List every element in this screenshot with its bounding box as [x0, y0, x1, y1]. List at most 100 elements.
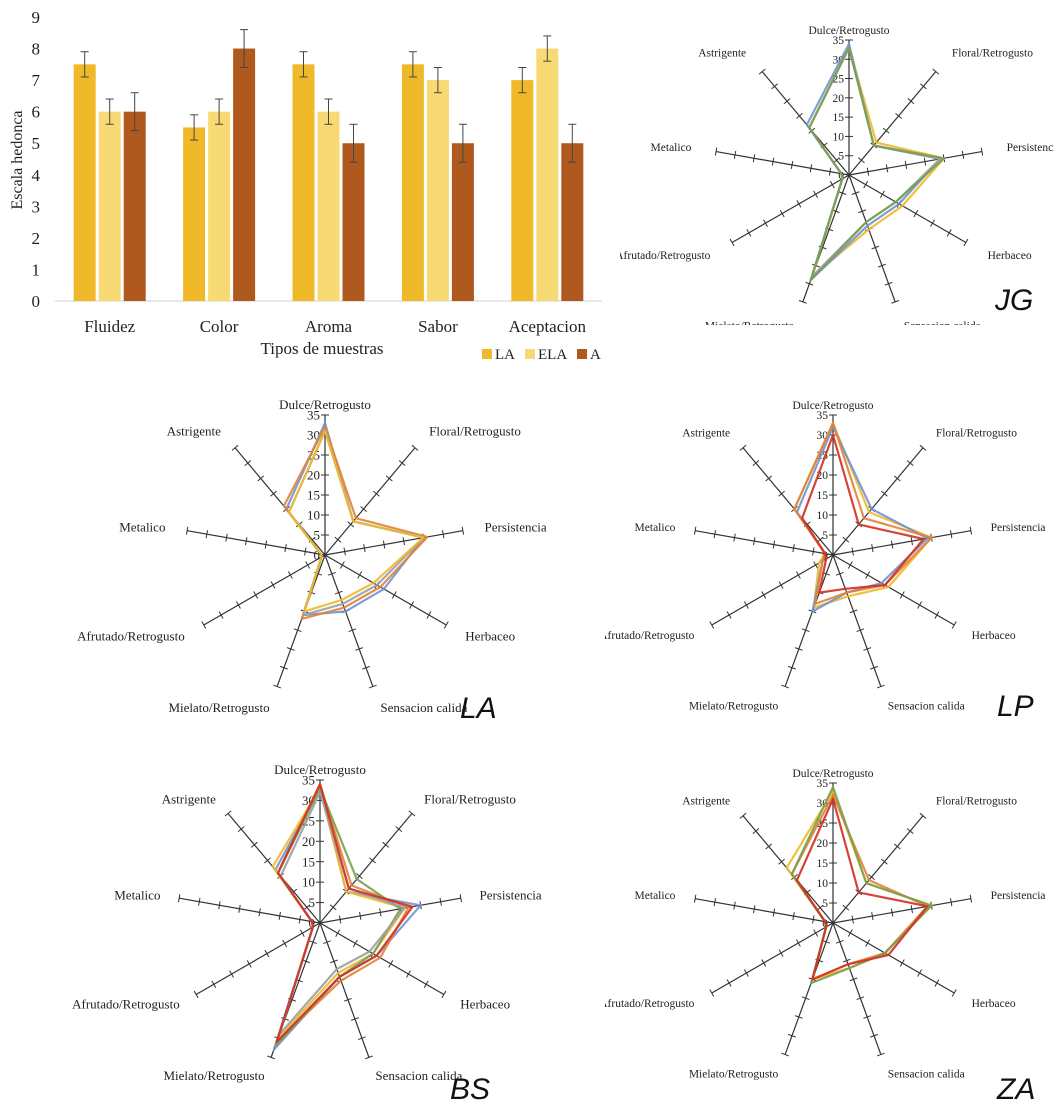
radar-tick [812, 915, 815, 924]
radar-tick [871, 544, 874, 553]
radar-tick [934, 611, 940, 619]
radar-tick [309, 940, 317, 945]
radar-axis-label: Mielato/Retrogusto [163, 1068, 264, 1083]
legend-swatch-la [482, 349, 492, 359]
radar-tick [910, 905, 913, 914]
radar-tick [280, 665, 288, 670]
radar-tick [743, 601, 749, 609]
radar-axis-label: Dulce/Retrogusto [279, 397, 371, 412]
y-tick-label: 6 [32, 103, 41, 122]
radar-tick [951, 621, 957, 629]
radar-axis [832, 815, 924, 924]
radar-tick [273, 684, 282, 689]
radar-axis [802, 174, 850, 303]
radar-tick [369, 857, 376, 864]
radar-tick [459, 894, 463, 903]
y-tick-label: 0 [32, 292, 41, 311]
x-tick-label: Fluidez [84, 317, 135, 336]
radar-axis-label: Astrigente [167, 423, 221, 438]
panel-tag: LA [460, 692, 497, 725]
radar-tick [287, 571, 293, 579]
y-axis-label: Escala hedonca [9, 110, 26, 209]
legend-label-a: A [590, 347, 601, 363]
radar-axis-label: Floral/Retrogusto [936, 795, 1017, 807]
radar-tick [771, 83, 779, 90]
radar-tick [842, 958, 851, 963]
radar-r-tick-label: 0 [314, 548, 321, 563]
radar-axis [832, 922, 955, 994]
radar-tick [753, 905, 756, 914]
radar-axis-label: Floral/Retrogusto [429, 423, 521, 438]
radar-tick [865, 939, 871, 947]
radar-tick [441, 530, 445, 539]
radar-series-4 [287, 429, 425, 613]
radar-tick [284, 544, 287, 553]
radar-tick [813, 561, 819, 569]
radar-tick [881, 490, 888, 497]
radar-axis-label: Metalico [635, 522, 676, 534]
panel-tag: JG [994, 284, 1033, 317]
radar-tick [796, 200, 802, 208]
radar-r-tick-label: 5 [822, 898, 828, 910]
radar-tick [391, 591, 397, 599]
radar-tick [884, 281, 893, 286]
radar-tick [801, 996, 810, 1001]
radar-tick [849, 977, 858, 982]
radar-tick [382, 841, 390, 848]
radar-series-2 [275, 782, 410, 1044]
radar-tick [729, 238, 735, 247]
radar-tick [919, 812, 927, 819]
radar-tick [303, 904, 311, 911]
bar-la [401, 64, 424, 301]
panel-tag: ZA [996, 1073, 1035, 1106]
radar-tick [305, 561, 311, 569]
radar-panel-la: Dulce/Retrogusto Floral/Retrogusto Persist… [50, 380, 550, 735]
radar-tick [733, 533, 736, 542]
radar-tick [858, 157, 865, 164]
radar-axis-label: Mielato/Retrogusto [689, 700, 779, 712]
radar-tick [257, 475, 265, 482]
radar-axis [319, 813, 413, 924]
bar-ela [98, 111, 121, 302]
y-tick-label: 5 [32, 134, 41, 153]
radar-r-tick-label: 10 [833, 131, 845, 143]
radar-tick [866, 167, 870, 176]
radar-tick [193, 990, 199, 999]
radar-tick [868, 874, 875, 880]
radar-tick [299, 929, 305, 937]
radar-r-tick-label: 15 [302, 854, 315, 869]
radar-tick [713, 530, 717, 539]
x-axis-label: Tipos de muestras [260, 339, 383, 358]
radar-tick [849, 609, 858, 614]
radar-tick [225, 533, 228, 542]
radar-tick [961, 150, 965, 159]
radar-tick [286, 647, 295, 651]
radar-axis [187, 530, 326, 556]
bar-ela [536, 48, 559, 301]
radar-tick [351, 1017, 359, 1021]
radar-tick [229, 970, 234, 978]
radar-axis [832, 898, 971, 924]
radar-tick [772, 908, 776, 917]
radar-axis-label: Dulce/Retrogusto [792, 400, 873, 412]
radar-axis-label: Floral/Retrogusto [952, 47, 1033, 59]
radar-tick [813, 190, 819, 198]
radar-tick [919, 83, 927, 90]
radar-tick [726, 979, 732, 987]
bar-la [292, 64, 315, 301]
radar-axis-label: Metalico [114, 887, 160, 902]
legend-swatch-a [577, 349, 587, 359]
radar-series-4 [801, 433, 925, 594]
radar-chart-lp: Dulce/Retrogusto Floral/Retrogusto Persist… [599, 400, 1045, 723]
radar-panel-lp: Dulce/Retrogusto Floral/Retrogusto Persist… [599, 380, 1054, 725]
radar-tick [258, 908, 261, 917]
radar-tick [356, 873, 363, 880]
radar-tick [899, 591, 905, 599]
radar-tick [304, 547, 307, 556]
radar-tick [253, 591, 259, 599]
radar-tick [781, 684, 790, 689]
bar-ela [426, 80, 449, 301]
radar-tick [334, 536, 342, 543]
radar-tick [347, 521, 355, 528]
radar-axis-label: Herbaceo [465, 629, 515, 644]
